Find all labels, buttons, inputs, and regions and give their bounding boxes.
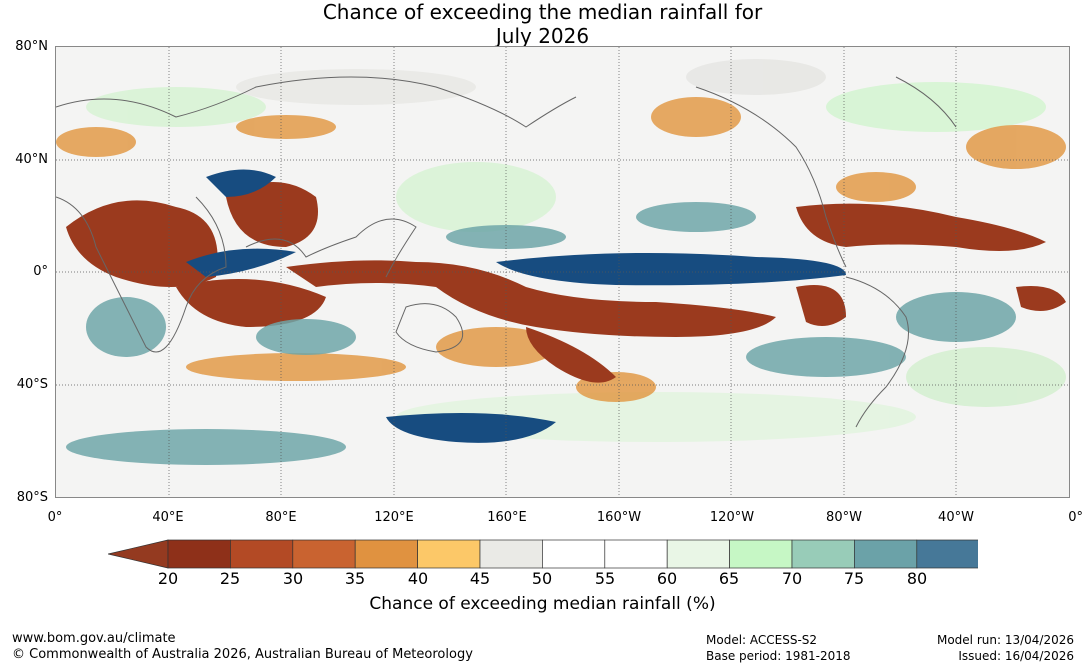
map-title: Chance of exceeding the median rainfall … — [0, 0, 1085, 48]
colorbar-tick-25: 25 — [219, 569, 241, 588]
colorbar-swatch — [292, 539, 356, 569]
colorbar — [108, 539, 978, 569]
colorbar-tick-40: 40 — [407, 569, 429, 588]
colorbar-label: Chance of exceeding median rainfall (%) — [369, 594, 716, 614]
rainfall-map-graphic — [56, 47, 1069, 497]
colorbar-swatch — [604, 539, 668, 569]
footer-base-period: Base period: 1981-2018 — [706, 649, 851, 663]
footer-issued: Issued: 16/04/2026 — [958, 649, 1074, 663]
lon-label-160w: 160°W — [596, 510, 642, 525]
lon-label-120w: 120°W — [709, 510, 755, 525]
lat-label-40n: 40°N — [15, 152, 48, 167]
lon-label-160e: 160°E — [487, 510, 527, 525]
colorbar-swatch — [916, 539, 978, 569]
footer-copyright: © Commonwealth of Australia 2026, Austra… — [12, 647, 473, 662]
lon-label-80e: 80°E — [265, 510, 297, 525]
colorbar-under-arrow — [108, 539, 169, 569]
footer-website: www.bom.gov.au/climate — [12, 631, 176, 646]
lon-label-0-right: 0° — [1068, 510, 1083, 525]
colorbar-tick-45: 45 — [469, 569, 491, 588]
colorbar-tick-75: 75 — [843, 569, 865, 588]
lon-label-40w: 40°W — [938, 510, 974, 525]
colorbar-swatch — [230, 539, 294, 569]
colorbar-swatch — [354, 539, 418, 569]
colorbar-swatch — [729, 539, 793, 569]
colorbar-tick-20: 20 — [157, 569, 179, 588]
colorbar-tick-50: 50 — [531, 569, 553, 588]
colorbar-swatch — [417, 539, 481, 569]
lon-label-40e: 40°E — [152, 510, 184, 525]
colorbar-tick-60: 60 — [656, 569, 678, 588]
colorbar-tick-55: 55 — [594, 569, 616, 588]
colorbar-swatch — [479, 539, 543, 569]
colorbar-tick-35: 35 — [344, 569, 366, 588]
colorbar-swatch — [167, 539, 231, 569]
footer-model: Model: ACCESS-S2 — [706, 633, 818, 647]
rainfall-map — [55, 46, 1070, 498]
colorbar-swatch — [854, 539, 918, 569]
title-line-2: July 2026 — [495, 24, 590, 48]
colorbar-tick-80: 80 — [906, 569, 928, 588]
colorbar-tick-30: 30 — [282, 569, 304, 588]
lon-label-0-left: 0° — [47, 510, 63, 525]
colorbar-swatch — [791, 539, 855, 569]
colorbar-tick-70: 70 — [781, 569, 803, 588]
lat-label-80n: 80°N — [15, 39, 48, 54]
lat-label-40s: 40°S — [16, 377, 48, 392]
title-line-1: Chance of exceeding the median rainfall … — [322, 0, 763, 24]
footer-model-run: Model run: 13/04/2026 — [936, 633, 1074, 647]
lat-label-80s: 80°S — [16, 490, 48, 505]
lon-label-80w: 80°W — [826, 510, 862, 525]
lon-label-120e: 120°E — [374, 510, 414, 525]
lat-label-0: 0° — [33, 264, 48, 279]
colorbar-swatch — [542, 539, 606, 569]
colorbar-tick-65: 65 — [718, 569, 740, 588]
colorbar-swatch — [666, 539, 730, 569]
